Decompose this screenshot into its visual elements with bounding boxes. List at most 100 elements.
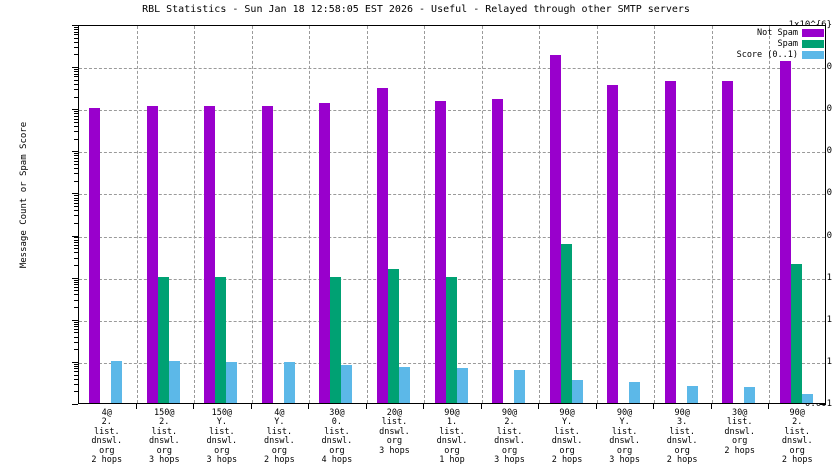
bar-score — [801, 394, 813, 403]
y-axis-title: Message Count or Spam Score — [19, 121, 29, 269]
x-axis-label-line: 2 hops — [264, 455, 295, 466]
y-tick-mark — [72, 404, 78, 405]
y-tick-mark — [72, 277, 78, 279]
x-axis-label-line: dnswl. — [436, 436, 468, 447]
bar-score — [398, 367, 410, 403]
x-axis-label-line: org — [559, 445, 575, 456]
x-axis-label-line: org — [214, 445, 230, 456]
x-axis-label-line: list. — [151, 426, 178, 437]
x-axis-label-line: Y. — [561, 417, 573, 428]
y-tick-mark — [820, 404, 826, 405]
bar-spam — [215, 276, 227, 403]
bar-not-spam — [607, 85, 619, 403]
y-tick-minor — [74, 323, 78, 325]
y-tick-minor — [74, 202, 78, 204]
bar-score — [571, 379, 583, 403]
x-axis-label-line: 1 hop — [439, 455, 465, 466]
gridline-vertical — [481, 26, 483, 403]
x-axis-label: 90@ 1. list. dnswl. org 1 hop — [416, 408, 488, 466]
y-tick-mark — [72, 67, 78, 69]
gridline-vertical — [769, 26, 771, 403]
y-tick-minor — [74, 121, 78, 123]
y-tick-minor — [74, 349, 78, 351]
y-tick-minor — [74, 239, 78, 241]
x-axis-label-line: org — [329, 445, 345, 456]
bar-not-spam — [89, 108, 101, 403]
y-tick-minor — [74, 237, 78, 239]
x-tick-mark — [538, 404, 540, 409]
x-axis-label-line: 2 hops — [666, 455, 698, 466]
x-axis-label: 20@ list. dnswl. org 3 hops — [359, 408, 431, 456]
y-tick-minor — [74, 157, 78, 159]
x-axis-label-line: 150@ — [154, 408, 175, 418]
y-tick-minor — [74, 197, 78, 199]
x-axis-label-line: 3 hops — [379, 445, 410, 456]
x-tick-mark — [768, 404, 770, 409]
y-tick-minor — [74, 368, 78, 370]
bar-not-spam — [492, 98, 504, 403]
gridline-vertical — [596, 26, 598, 403]
y-tick-minor — [74, 199, 78, 201]
bar-score — [629, 382, 641, 403]
x-axis-label-line: list. — [324, 426, 350, 437]
x-axis-label-line: 30@ — [732, 408, 748, 418]
y-tick-minor — [74, 242, 78, 244]
gridline-vertical — [194, 26, 196, 403]
gridline-horizontal — [79, 110, 825, 112]
bar-spam — [790, 264, 802, 403]
y-tick-minor — [74, 79, 78, 81]
bar-score — [514, 370, 526, 403]
x-axis-label-line: 90@ — [559, 408, 575, 418]
y-tick-minor — [74, 378, 78, 380]
x-axis-label: 4@ Y. list. dnswl. org 2 hops — [244, 408, 316, 466]
y-tick-minor — [74, 374, 78, 376]
y-tick-minor — [74, 160, 78, 162]
x-axis-label-line: list. — [669, 426, 695, 437]
y-tick-minor — [74, 365, 78, 367]
y-tick-label: 0.001 — [804, 399, 832, 409]
x-axis-label: 90@ Y. list. dnswl. org 3 hops — [589, 408, 661, 465]
x-axis-label-line: org — [386, 436, 403, 447]
x-axis-label-line: 4 hops — [321, 455, 353, 466]
y-tick-minor — [74, 168, 78, 170]
y-tick-minor — [74, 155, 78, 157]
y-tick-minor — [74, 115, 78, 117]
x-axis-label-line: list. — [266, 426, 293, 437]
y-tick-minor — [74, 138, 78, 140]
bar-spam — [560, 243, 572, 403]
x-axis-label-line: 2. — [159, 417, 170, 428]
y-tick-minor — [74, 180, 78, 182]
x-axis-label-line: org — [444, 445, 460, 456]
y-tick-mark — [72, 25, 78, 26]
y-tick-minor — [74, 195, 78, 197]
y-tick-mark — [72, 319, 78, 321]
bar-spam — [445, 276, 457, 403]
gridline-vertical — [711, 26, 713, 403]
y-tick-minor — [74, 26, 78, 28]
x-axis-label-line: org — [616, 445, 633, 456]
x-tick-mark — [653, 404, 655, 409]
x-axis-label-line: Y. — [274, 417, 285, 428]
x-axis-label: 30@ list. dnswl. org 2 hops — [704, 408, 776, 456]
x-axis-label-line: 90@ — [789, 408, 805, 418]
bar-not-spam — [434, 100, 446, 403]
x-axis-label-line: dnswl. — [494, 436, 525, 447]
y-tick-minor — [74, 76, 78, 78]
y-tick-minor — [74, 125, 78, 127]
x-axis-label-line: 3 hops — [206, 455, 238, 466]
y-tick-minor — [74, 210, 78, 212]
legend-swatch — [802, 51, 824, 59]
x-axis-label-line: 150@ — [211, 408, 233, 418]
legend-item: Spam — [737, 39, 824, 49]
y-tick-minor — [74, 336, 78, 338]
x-tick-mark — [135, 404, 137, 409]
legend-item-label: Score (0..1) — [736, 50, 798, 60]
bar-spam — [330, 276, 342, 403]
y-tick-minor — [74, 290, 78, 292]
y-tick-minor — [74, 34, 78, 36]
x-axis-label-line: 2 hops — [91, 455, 123, 466]
y-tick-minor — [74, 111, 78, 113]
y-tick-minor — [74, 341, 78, 343]
y-tick-mark — [72, 361, 78, 363]
y-tick-minor — [74, 96, 78, 98]
